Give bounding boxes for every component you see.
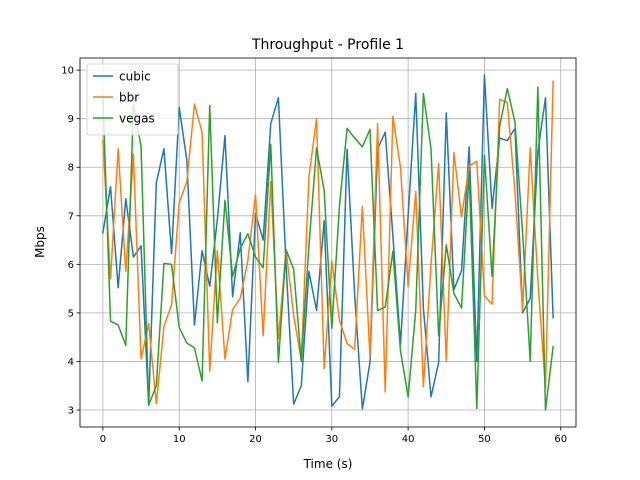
x-tick-label: 60 xyxy=(554,434,567,445)
x-axis-label: Time (s) xyxy=(303,457,353,471)
legend-label-vegas: vegas xyxy=(119,112,155,126)
plot-frame xyxy=(79,57,577,428)
x-tick-label: 40 xyxy=(402,434,415,445)
x-tick-label: 50 xyxy=(478,434,491,445)
y-axis-label: Mbps xyxy=(33,226,47,258)
x-tick-label: 20 xyxy=(249,434,262,445)
y-tick-label: 10 xyxy=(61,66,74,77)
y-tick-label: 8 xyxy=(68,163,74,174)
legend: cubic bbr vegas xyxy=(86,63,179,136)
y-tick-label: 5 xyxy=(68,308,74,319)
y-tick-label: 4 xyxy=(68,357,74,368)
series-line-vegas xyxy=(102,86,554,411)
y-tick-label: 6 xyxy=(68,260,74,271)
series-line-bbr xyxy=(102,80,554,405)
y-tick-label: 3 xyxy=(68,406,74,417)
chart-title: Throughput - Profile 1 xyxy=(251,37,404,53)
y-tick-label: 7 xyxy=(68,211,74,222)
y-tick-label: 9 xyxy=(68,114,74,125)
x-tick-label: 0 xyxy=(100,434,106,445)
legend-label-cubic: cubic xyxy=(119,70,151,84)
tick-layer: 0 10 20 30 40 50 60 3 4 5 6 7 8 9 10 xyxy=(61,66,567,445)
x-tick-label: 10 xyxy=(173,434,186,445)
legend-label-bbr: bbr xyxy=(119,91,139,105)
x-tick-label: 30 xyxy=(325,434,338,445)
